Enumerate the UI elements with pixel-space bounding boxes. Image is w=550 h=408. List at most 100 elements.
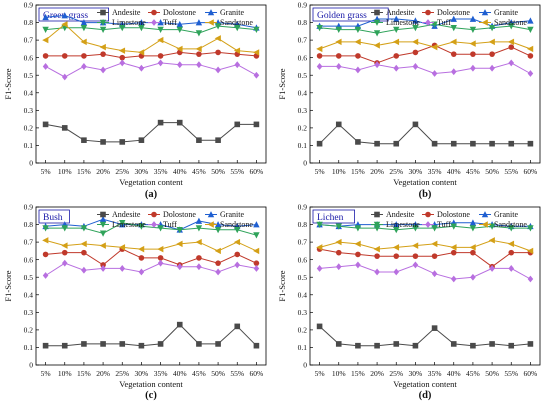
legend-marker-dolostone: [425, 211, 431, 218]
data-point-tuff: [196, 61, 202, 69]
series-line-tuff: [45, 62, 257, 78]
y-tick-label: 0.1: [24, 343, 34, 352]
data-point-sandstone: [233, 47, 241, 54]
legend-marker-sandstone: [207, 221, 214, 228]
data-point-tuff: [355, 261, 361, 269]
y-axis-label: F1-Score: [277, 68, 287, 99]
data-point-limestone: [61, 225, 68, 232]
data-point-tuff: [176, 61, 183, 69]
legend-marker-granite: [207, 9, 215, 16]
data-point-andesite: [100, 139, 106, 145]
data-point-dolostone: [215, 260, 221, 266]
x-tick-label: 40%: [447, 369, 461, 378]
legend-marker-dolostone: [151, 9, 157, 16]
data-point-dolostone: [355, 251, 361, 258]
series-line-tuff: [45, 262, 257, 276]
data-point-dolostone: [335, 53, 342, 59]
data-point-tuff: [393, 268, 400, 276]
data-point-sandstone: [431, 240, 438, 248]
data-point-limestone: [393, 26, 400, 33]
data-point-dolostone: [253, 260, 260, 266]
data-point-andesite: [42, 342, 49, 349]
y-axis-label: F1-Score: [3, 270, 13, 301]
x-axis-label: Vegetation content: [119, 177, 183, 187]
y-tick-label: 0.6: [298, 53, 308, 62]
y-tick-label: 0.2: [298, 325, 308, 334]
data-point-andesite: [157, 119, 164, 126]
data-point-tuff: [393, 64, 400, 72]
data-point-andesite: [374, 140, 380, 147]
data-point-sandstone: [176, 45, 183, 53]
x-tick-label: 10%: [332, 167, 346, 176]
data-point-limestone: [488, 25, 496, 32]
data-point-andesite: [81, 137, 87, 143]
series-line-granite: [319, 18, 531, 27]
data-point-andesite: [508, 342, 515, 349]
data-point-andesite: [81, 341, 87, 347]
data-point-tuff: [42, 63, 49, 70]
series-limestone: [42, 23, 260, 37]
data-point-sandstone: [488, 38, 495, 46]
x-tick-label: 30%: [409, 167, 423, 176]
data-point-tuff: [138, 64, 145, 72]
data-point-limestone: [431, 21, 438, 28]
data-point-sandstone: [61, 21, 68, 28]
data-point-tuff: [100, 265, 106, 272]
data-point-limestone: [450, 223, 457, 230]
data-point-tuff: [355, 66, 361, 74]
data-point-tuff: [374, 61, 380, 69]
data-point-tuff: [316, 63, 323, 70]
y-tick-label: 0.7: [298, 36, 308, 45]
series-line-sandstone: [319, 239, 531, 252]
panel-caption: (c): [145, 390, 157, 401]
data-point-dolostone: [234, 251, 241, 258]
data-point-dolostone: [508, 44, 515, 50]
legend-label: Sandstone: [494, 18, 527, 27]
data-point-limestone: [373, 225, 381, 232]
y-tick-label: 0.3: [298, 308, 308, 317]
legend: Andesite Dolostone Granite Limestone Tuff San…: [371, 8, 527, 27]
x-tick-label: 50%: [485, 369, 499, 378]
y-tick-label: 0.5: [298, 71, 308, 80]
data-point-tuff: [253, 265, 260, 272]
legend-label: Dolostone: [163, 210, 196, 219]
y-tick-label: 0.9: [24, 1, 34, 10]
data-point-limestone: [234, 227, 241, 234]
data-point-sandstone: [176, 240, 183, 248]
data-point-limestone: [119, 220, 126, 227]
data-point-sandstone: [335, 238, 342, 246]
data-point-limestone: [316, 25, 323, 32]
data-point-andesite: [176, 321, 183, 328]
data-point-andesite: [412, 342, 419, 349]
legend-marker-granite: [481, 211, 489, 218]
x-tick-label: 5%: [315, 369, 325, 378]
panel-caption: (b): [419, 189, 432, 200]
y-tick-label: 0.4: [24, 88, 34, 97]
data-point-sandstone: [373, 245, 380, 253]
x-tick-label: 30%: [135, 167, 149, 176]
data-point-tuff: [61, 73, 68, 81]
data-point-sandstone: [80, 240, 87, 248]
data-point-tuff: [470, 273, 476, 281]
data-point-granite: [176, 20, 183, 28]
series-line-dolostone: [319, 248, 531, 268]
y-tick-label: 0.5: [298, 273, 308, 282]
data-point-granite: [214, 221, 222, 228]
y-tick-label: 0.3: [24, 106, 34, 115]
data-point-granite: [138, 19, 145, 26]
legend-label: Dolostone: [437, 210, 470, 219]
legend-marker-sandstone: [481, 19, 488, 26]
y-tick-label: 0.8: [24, 220, 34, 229]
data-point-sandstone: [233, 238, 241, 246]
data-point-andesite: [196, 341, 202, 347]
data-point-granite: [527, 17, 534, 24]
legend-label: Sandstone: [494, 220, 527, 229]
legend-label: Dolostone: [437, 8, 470, 17]
data-point-sandstone: [392, 38, 400, 46]
data-point-limestone: [508, 225, 515, 232]
data-point-tuff: [489, 265, 495, 272]
y-tick-label: 0.6: [298, 255, 308, 264]
data-point-sandstone: [488, 237, 495, 244]
data-point-andesite: [42, 121, 49, 128]
x-tick-label: 15%: [351, 167, 365, 176]
